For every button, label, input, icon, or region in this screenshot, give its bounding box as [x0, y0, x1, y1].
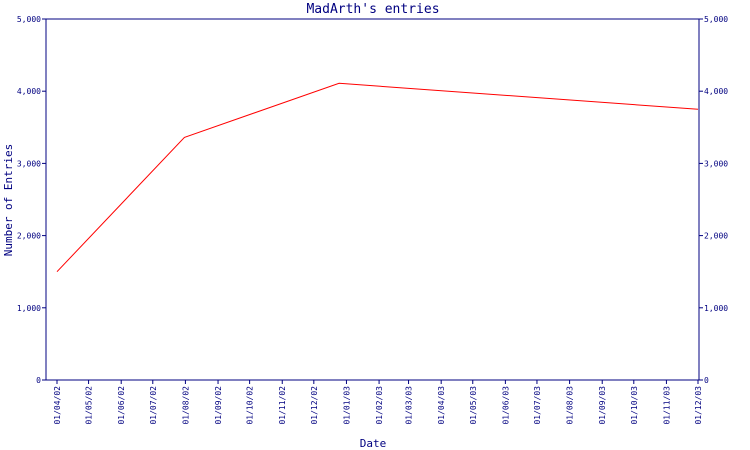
y-axis-left: 0 1,000 2,000 3,000 4,000 5,000	[17, 15, 46, 385]
y-tick-label-right: 3,000	[704, 159, 728, 168]
y-axis-right: 0 1,000 2,000 3,000 4,000 5,000	[699, 15, 728, 385]
x-tick-label: 01/08/02	[181, 386, 190, 425]
x-tick-label: 01/01/03	[342, 386, 351, 425]
chart-title: MadArth's entries	[306, 2, 439, 17]
y-tick-label-left: 0	[36, 376, 41, 385]
y-tick-label-right: 5,000	[704, 15, 728, 24]
x-axis: 01/04/02 01/05/02 01/06/02 01/07/02 01/08/02…	[53, 380, 703, 425]
x-tick-label: 01/07/02	[149, 386, 158, 425]
x-tick-label: 01/10/03	[630, 386, 639, 425]
x-axis-label: Date	[360, 437, 387, 450]
x-tick-label: 01/04/02	[53, 386, 62, 425]
x-tick-label: 01/09/02	[214, 386, 223, 425]
series-layer	[56, 82, 699, 273]
x-tick-label: 01/11/02	[278, 386, 287, 425]
y-tick-label-right: 4,000	[704, 87, 728, 96]
y-tick-label-left: 5,000	[17, 15, 41, 24]
x-tick-label: 01/05/02	[85, 386, 94, 425]
x-tick-label: 01/05/03	[469, 386, 478, 425]
x-tick-label: 01/03/03	[405, 386, 414, 425]
x-tick-label: 01/07/03	[533, 386, 542, 425]
x-tick-label: 01/06/03	[501, 386, 510, 425]
y-tick-label-left: 4,000	[17, 87, 41, 96]
series-line-0	[56, 82, 699, 273]
y-tick-label-left: 3,000	[17, 159, 41, 168]
y-tick-label-right: 1,000	[704, 304, 728, 313]
x-tick-label: 01/09/03	[598, 386, 607, 425]
y-axis-label: Number of Entries	[2, 144, 15, 257]
x-tick-label: 01/10/02	[246, 386, 255, 425]
x-tick-label: 01/04/03	[437, 386, 446, 425]
y-tick-label-right: 0	[704, 376, 709, 385]
plot-area-frame	[45, 18, 700, 381]
x-tick-label: 01/02/03	[375, 386, 384, 425]
x-tick-label: 01/12/02	[310, 386, 319, 425]
y-tick-label-left: 1,000	[17, 304, 41, 313]
x-tick-label: 01/12/03	[694, 386, 703, 425]
y-tick-label-left: 2,000	[17, 232, 41, 241]
x-tick-label: 01/06/02	[117, 386, 126, 425]
x-tick-label: 01/11/03	[662, 386, 671, 425]
x-tick-label: 01/08/03	[566, 386, 575, 425]
y-tick-label-right: 2,000	[704, 232, 728, 241]
